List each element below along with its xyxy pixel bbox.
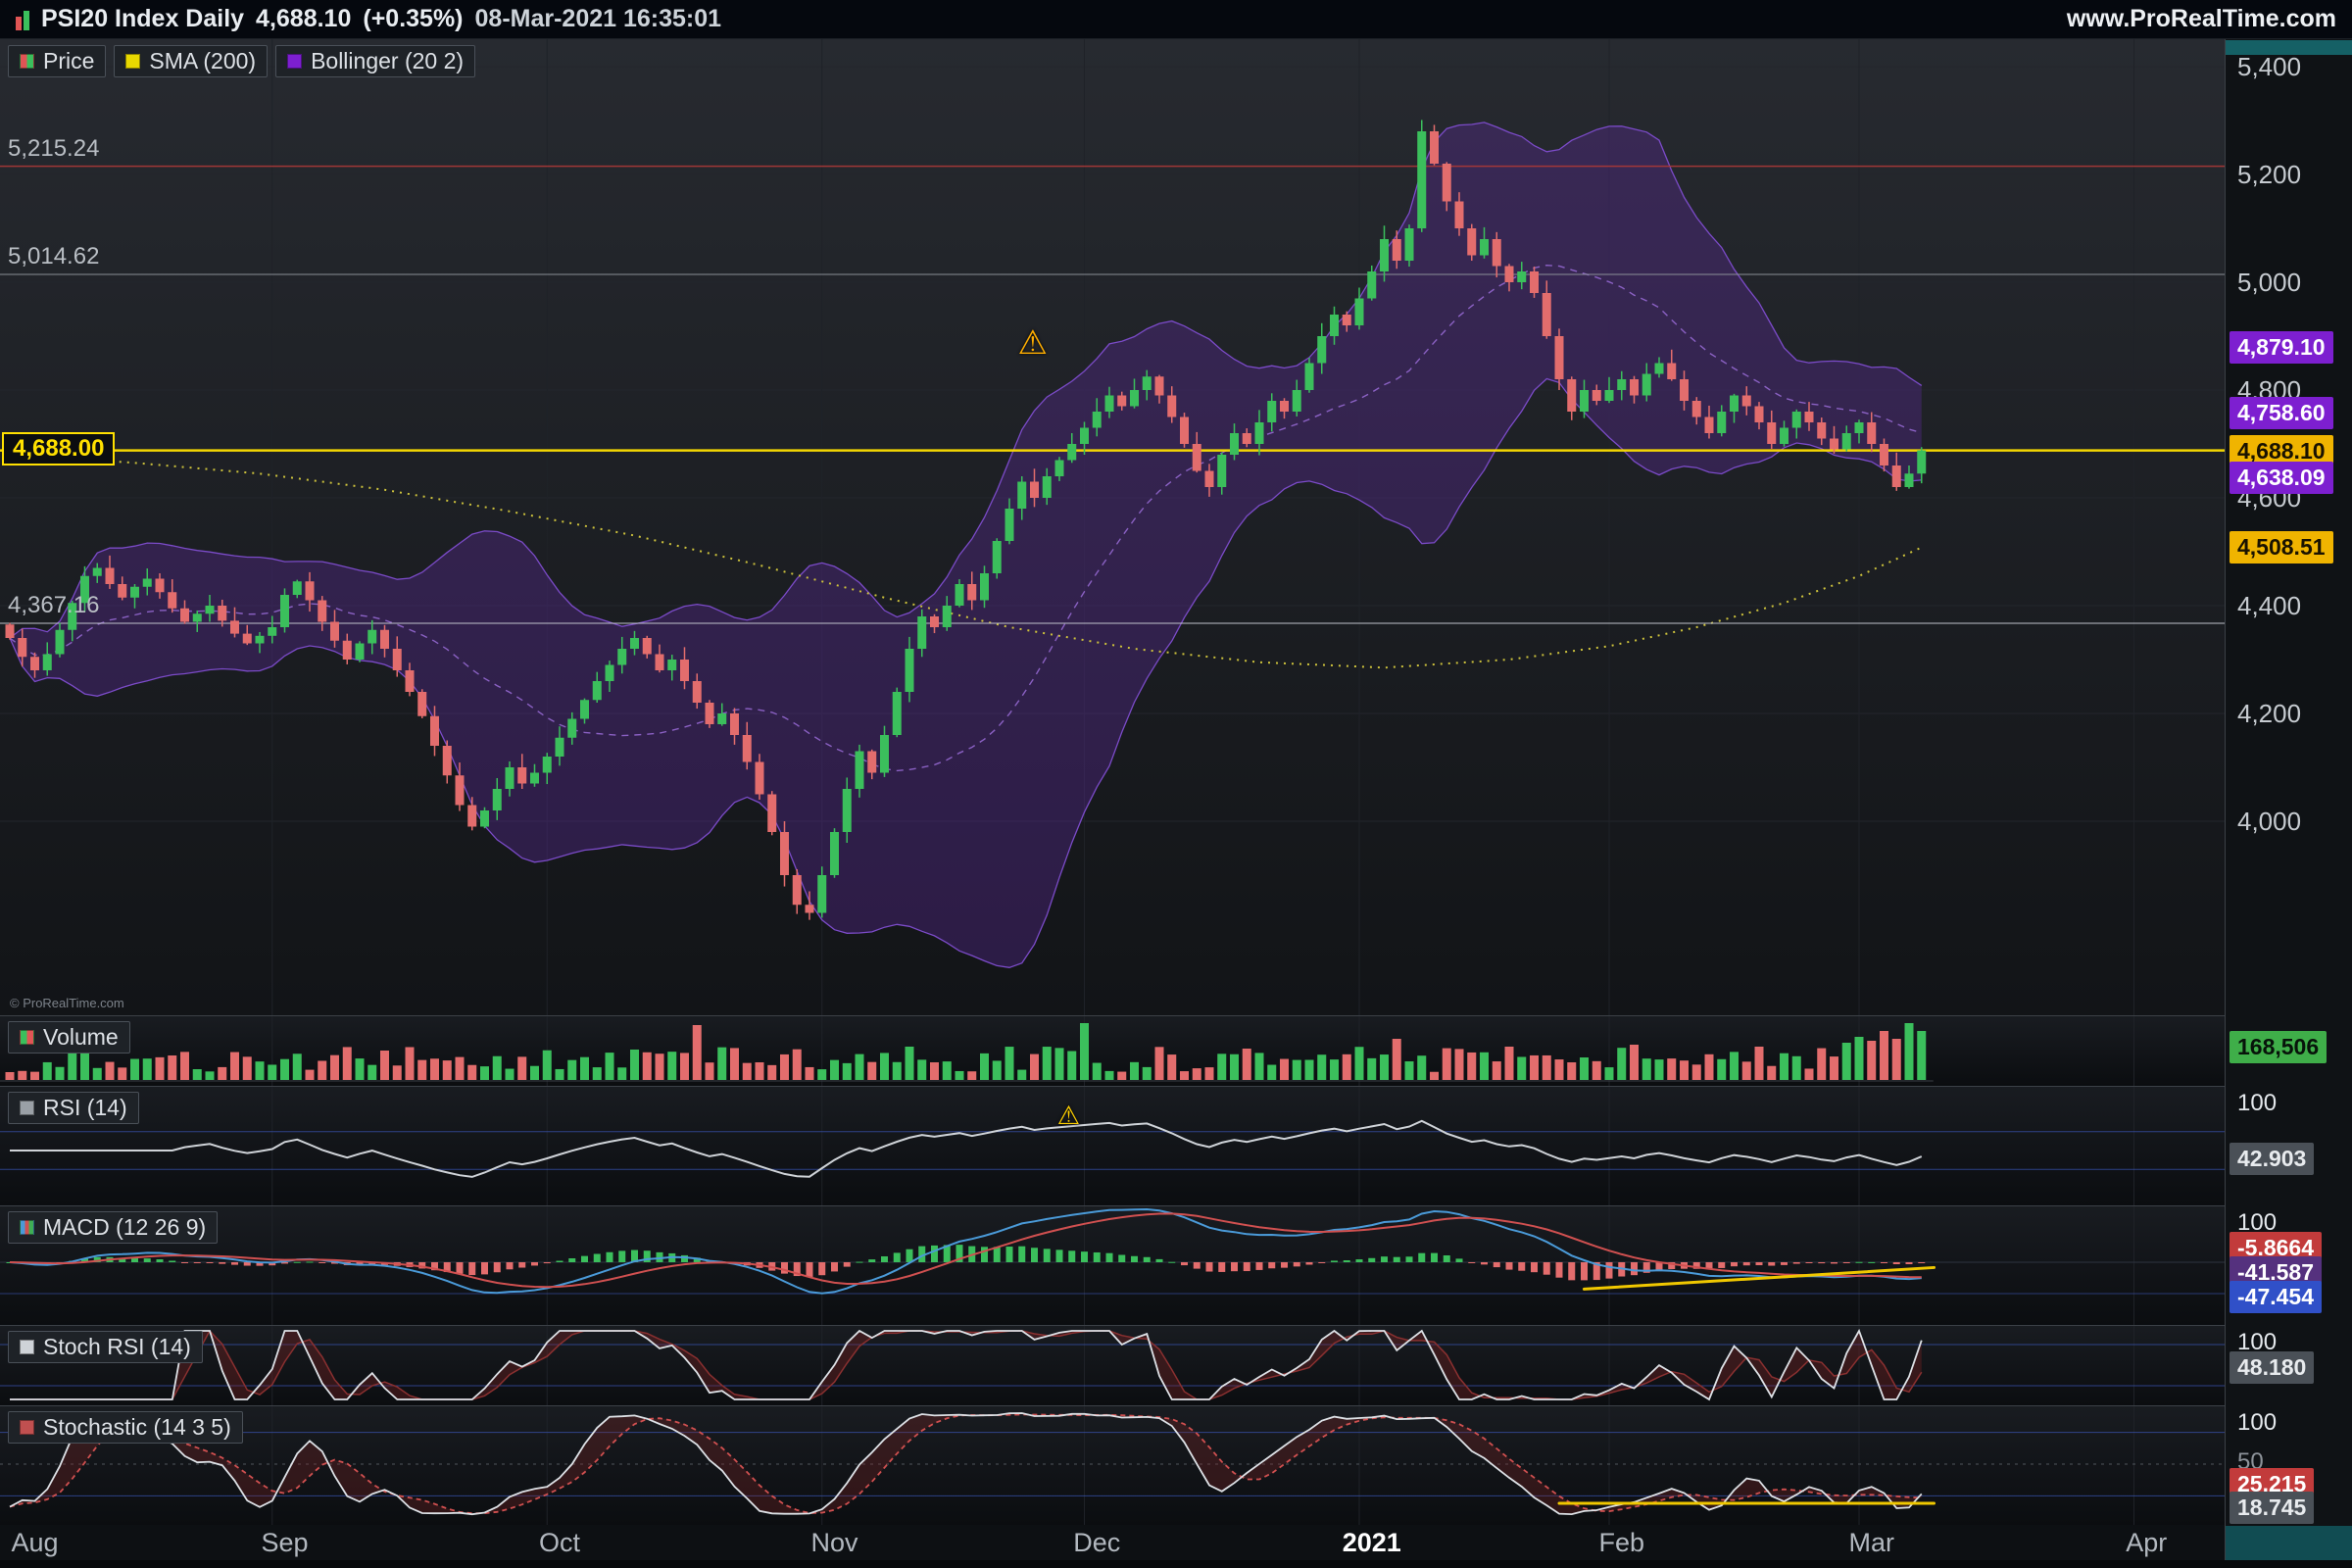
price-legend-row: Price SMA (200) Bollinger (20 2) [8,45,475,77]
macd-legend-row: MACD (12 26 9) [8,1211,218,1244]
volume-value-tag: 168,506 [2230,1031,2327,1063]
month-label-feb: Feb [1598,1528,1644,1558]
bollinger-upper-tag: 4,879.10 [2230,331,2333,364]
price-level-label: 5,215.24 [8,135,99,163]
month-label-apr: Apr [2126,1528,2167,1558]
stochrsi-series-icon [20,1340,34,1354]
price-series-icon [20,54,34,69]
rsi-scale-top-label: 100 [2237,1090,2277,1117]
instrument-title: PSI20 Index Daily [41,5,244,33]
warning-icon-price[interactable]: ⚠ [1018,326,1048,360]
stochastic-series-icon [20,1420,34,1435]
volume-legend-row: Volume [8,1021,130,1054]
panel-separator [0,1205,2352,1206]
window-bottom-strip [0,1560,2352,1568]
price-axis-tick: 4,000 [2237,807,2301,837]
chart-svg [0,0,2225,1568]
titlebar-datetime: 08-Mar-2021 16:35:01 [475,5,722,33]
prorealtime-window: PSI20 Index Daily 4,688.10 (+0.35%) 08-M… [0,0,2352,1568]
price-legend-button[interactable]: Price [8,45,106,77]
panel-separator [0,1086,2352,1087]
stochrsi-legend-label: Stoch RSI (14) [43,1334,191,1360]
bollinger-lower-tag: 4,638.09 [2230,462,2333,494]
month-label-mar: Mar [1849,1528,1895,1558]
titlebar-left: PSI20 Index Daily 4,688.10 (+0.35%) 08-M… [16,5,721,33]
month-label-sep: Sep [261,1528,308,1558]
chart-canvas[interactable] [0,0,2225,1568]
price-legend-label: Price [43,48,94,74]
stochastic-scale-top-label: 100 [2237,1409,2277,1437]
volume-legend-button[interactable]: Volume [8,1021,130,1054]
panel-separator [0,1015,2352,1016]
price-alert-label: 4,688.00 [2,432,115,466]
price-axis-tick: 5,200 [2237,160,2301,190]
rsi-legend-row: RSI (14) [8,1092,139,1124]
price-axis-tick: 5,400 [2237,52,2301,82]
sma-legend-button[interactable]: SMA (200) [114,45,268,77]
price-level-label: 5,014.62 [8,243,99,270]
rsi-legend-label: RSI (14) [43,1095,127,1121]
stochastic-k-value-tag: 18.745 [2230,1492,2314,1524]
price-level-label: 4,367.16 [8,592,99,619]
volume-series-icon [20,1030,34,1045]
bollinger-legend-label: Bollinger (20 2) [311,48,464,74]
macd-legend-button[interactable]: MACD (12 26 9) [8,1211,218,1244]
macd-series-icon [20,1220,34,1235]
volume-legend-label: Volume [43,1024,119,1051]
stochrsi-legend-row: Stoch RSI (14) [8,1331,203,1363]
warning-icon-rsi[interactable]: ⚠ [1057,1102,1080,1128]
panel-separator [0,1325,2352,1326]
copyright-watermark: © ProRealTime.com [10,996,124,1010]
bollinger-legend-button[interactable]: Bollinger (20 2) [275,45,475,77]
bollinger-mid-tag: 4,758.60 [2230,397,2333,429]
titlebar: PSI20 Index Daily 4,688.10 (+0.35%) 08-M… [0,0,2352,39]
price-axis-tick: 5,000 [2237,268,2301,298]
rsi-series-icon [20,1101,34,1115]
month-label-dec: Dec [1073,1528,1120,1558]
rsi-value-tag: 42.903 [2230,1143,2314,1175]
sma200-tag: 4,508.51 [2230,531,2333,564]
candle-app-icon [16,9,29,30]
time-axis[interactable]: Aug Sep Oct Nov Dec 2021 Feb Mar Apr [0,1525,2225,1560]
sma-legend-label: SMA (200) [149,48,256,74]
prorealtime-link[interactable]: www.ProRealTime.com [2067,5,2336,33]
month-label-2021: 2021 [1343,1528,1401,1558]
price-axis-tick: 4,200 [2237,699,2301,729]
month-label-nov: Nov [810,1528,858,1558]
right-axis-labels: 168,506 100 42.903 100 -5.8664 -41.587 -… [2225,0,2352,1568]
macd-legend-label: MACD (12 26 9) [43,1214,206,1241]
stochastic-legend-row: Stochastic (14 3 5) [8,1411,243,1444]
macd-line-value-tag: -47.454 [2230,1281,2322,1313]
stochrsi-legend-button[interactable]: Stoch RSI (14) [8,1331,203,1363]
rsi-legend-button[interactable]: RSI (14) [8,1092,139,1124]
titlebar-price: 4,688.10 [256,5,351,33]
titlebar-change: (+0.35%) [363,5,463,33]
month-label-oct: Oct [539,1528,580,1558]
sma-series-icon [125,54,140,69]
stochastic-legend-button[interactable]: Stochastic (14 3 5) [8,1411,243,1444]
stochastic-legend-label: Stochastic (14 3 5) [43,1414,231,1441]
stochrsi-value-tag: 48.180 [2230,1351,2314,1384]
panel-separator [0,1405,2352,1406]
month-label-aug: Aug [11,1528,58,1558]
bollinger-series-icon [287,54,302,69]
price-axis-tick: 4,400 [2237,591,2301,621]
